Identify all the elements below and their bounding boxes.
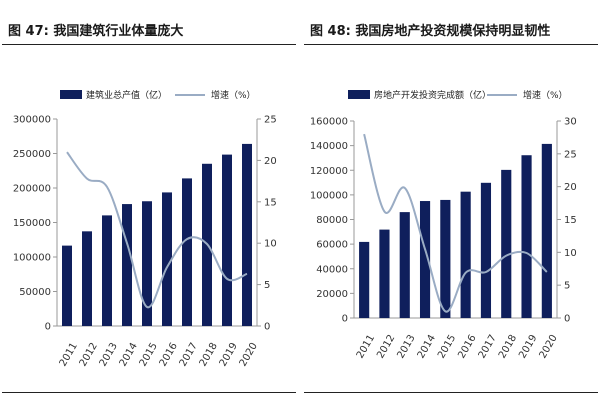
x-tick-label: 2018 bbox=[198, 341, 220, 369]
y-right-tick-label: 25 bbox=[564, 149, 577, 160]
y-left-tick-label: 50000 bbox=[19, 287, 51, 298]
y-left-tick-label: 160000 bbox=[310, 117, 348, 128]
y-left-tick-label: 250000 bbox=[13, 149, 51, 160]
y-left-tick-label: 0 bbox=[45, 322, 51, 333]
y-left-tick-label: 20000 bbox=[316, 289, 348, 300]
bar bbox=[521, 155, 532, 318]
y-left-tick-label: 140000 bbox=[310, 141, 348, 152]
figure-label: 图 47: bbox=[8, 24, 49, 39]
x-tick-label: 2018 bbox=[497, 333, 519, 361]
x-tick-label: 2013 bbox=[98, 341, 120, 369]
x-tick-label: 2011 bbox=[355, 333, 377, 361]
y-right-tick-label: 10 bbox=[564, 248, 577, 259]
bar bbox=[501, 169, 512, 318]
y-right-tick-label: 25 bbox=[264, 115, 277, 126]
y-right-tick-label: 10 bbox=[264, 239, 277, 250]
x-tick-label: 2015 bbox=[138, 341, 160, 369]
bar bbox=[541, 143, 552, 318]
y-left-tick-label: 150000 bbox=[13, 218, 51, 229]
y-right-tick-label: 15 bbox=[264, 197, 277, 208]
y-right-tick-label: 5 bbox=[564, 281, 570, 292]
legend-bar-swatch bbox=[60, 90, 82, 99]
legend-line-label: 增速（%） bbox=[523, 89, 568, 101]
x-tick-label: 2017 bbox=[178, 341, 200, 369]
legend-bar-swatch bbox=[348, 90, 370, 99]
figure-title: 我国建筑行业体量庞大 bbox=[53, 24, 184, 39]
y-left-tick-label: 0 bbox=[342, 314, 348, 325]
y-left-tick-label: 60000 bbox=[316, 240, 348, 251]
bar bbox=[222, 154, 232, 326]
bar bbox=[62, 245, 72, 326]
x-tick-label: 2013 bbox=[395, 333, 417, 361]
y-left-tick-label: 40000 bbox=[316, 264, 348, 275]
y-left-tick-label: 200000 bbox=[13, 184, 51, 195]
bar bbox=[379, 229, 390, 318]
y-right-tick-label: 5 bbox=[264, 280, 270, 291]
bar bbox=[399, 212, 410, 318]
y-right-tick-label: 15 bbox=[564, 215, 577, 226]
legend-line-label: 增速（%） bbox=[211, 89, 256, 101]
chart-svg: 房地产开发投资完成额（亿） 增速（%） 0 20000 40000 60000 80000 1… bbox=[310, 89, 577, 361]
bottom-rule bbox=[2, 392, 296, 393]
x-tick-label: 2020 bbox=[538, 333, 560, 361]
y-left-tick-label: 100000 bbox=[13, 253, 51, 264]
bar bbox=[242, 143, 252, 326]
title-rule bbox=[304, 44, 598, 45]
bar bbox=[440, 199, 451, 318]
bar bbox=[460, 191, 471, 318]
chart-panel-construction: 图 47: 我国建筑行业体量庞大 建筑业总产值（亿） 增速（%） 0 50000 100… bbox=[0, 0, 298, 400]
x-tick-label: 2016 bbox=[158, 341, 180, 369]
x-tick-label: 2019 bbox=[517, 333, 539, 361]
x-tick-label: 2016 bbox=[456, 333, 478, 361]
bar bbox=[182, 178, 192, 326]
bar bbox=[162, 192, 172, 326]
chart-panel-real-estate: 图 48: 我国房地产投资规模保持明显韧性 房地产开发投资完成额（亿） 增速（%）… bbox=[302, 0, 600, 400]
y-left-tick-label: 300000 bbox=[13, 115, 51, 126]
bar bbox=[419, 201, 431, 318]
figure-title: 我国房地产投资规模保持明显韧性 bbox=[355, 24, 551, 39]
x-tick-label: 2012 bbox=[375, 333, 397, 361]
bar bbox=[359, 241, 370, 318]
y-left-tick-label: 100000 bbox=[310, 190, 348, 201]
y-right-tick-label: 0 bbox=[264, 322, 270, 333]
legend-bar-label: 建筑业总产值（亿） bbox=[86, 89, 167, 101]
legend-bar-label: 房地产开发投资完成额（亿） bbox=[374, 89, 491, 101]
growth-line bbox=[66, 151, 248, 309]
title-rule bbox=[2, 44, 296, 45]
bar bbox=[480, 182, 492, 318]
x-tick-label: 2012 bbox=[78, 341, 100, 369]
x-tick-label: 2020 bbox=[238, 341, 260, 369]
chart-title: 图 48: 我国房地产投资规模保持明显韧性 bbox=[310, 20, 550, 39]
bar bbox=[82, 231, 92, 326]
y-right-tick-label: 30 bbox=[564, 117, 577, 128]
chart-title: 图 47: 我国建筑行业体量庞大 bbox=[8, 20, 183, 39]
x-tick-label: 2014 bbox=[416, 333, 438, 361]
y-left-tick-label: 80000 bbox=[316, 215, 348, 226]
x-tick-label: 2017 bbox=[477, 333, 499, 361]
x-tick-label: 2015 bbox=[436, 333, 458, 361]
growth-line bbox=[363, 133, 548, 313]
bottom-rule bbox=[304, 392, 598, 393]
x-tick-label: 2019 bbox=[218, 341, 240, 369]
chart-svg: 建筑业总产值（亿） 增速（%） 0 50000 100000 150000 200000 25… bbox=[13, 89, 277, 369]
y-right-tick-label: 20 bbox=[564, 182, 577, 193]
x-tick-label: 2011 bbox=[58, 341, 80, 369]
y-right-tick-label: 20 bbox=[264, 156, 277, 167]
x-tick-label: 2014 bbox=[118, 341, 140, 369]
bar bbox=[122, 204, 132, 326]
bar bbox=[142, 201, 152, 326]
y-right-tick-label: 0 bbox=[564, 314, 570, 325]
bar bbox=[102, 215, 112, 326]
y-left-tick-label: 120000 bbox=[310, 166, 348, 177]
figure-label: 图 48: bbox=[310, 24, 351, 39]
